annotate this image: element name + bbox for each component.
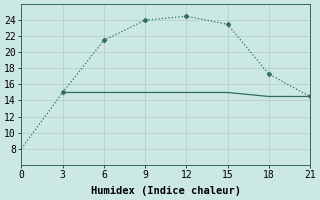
- X-axis label: Humidex (Indice chaleur): Humidex (Indice chaleur): [91, 186, 241, 196]
